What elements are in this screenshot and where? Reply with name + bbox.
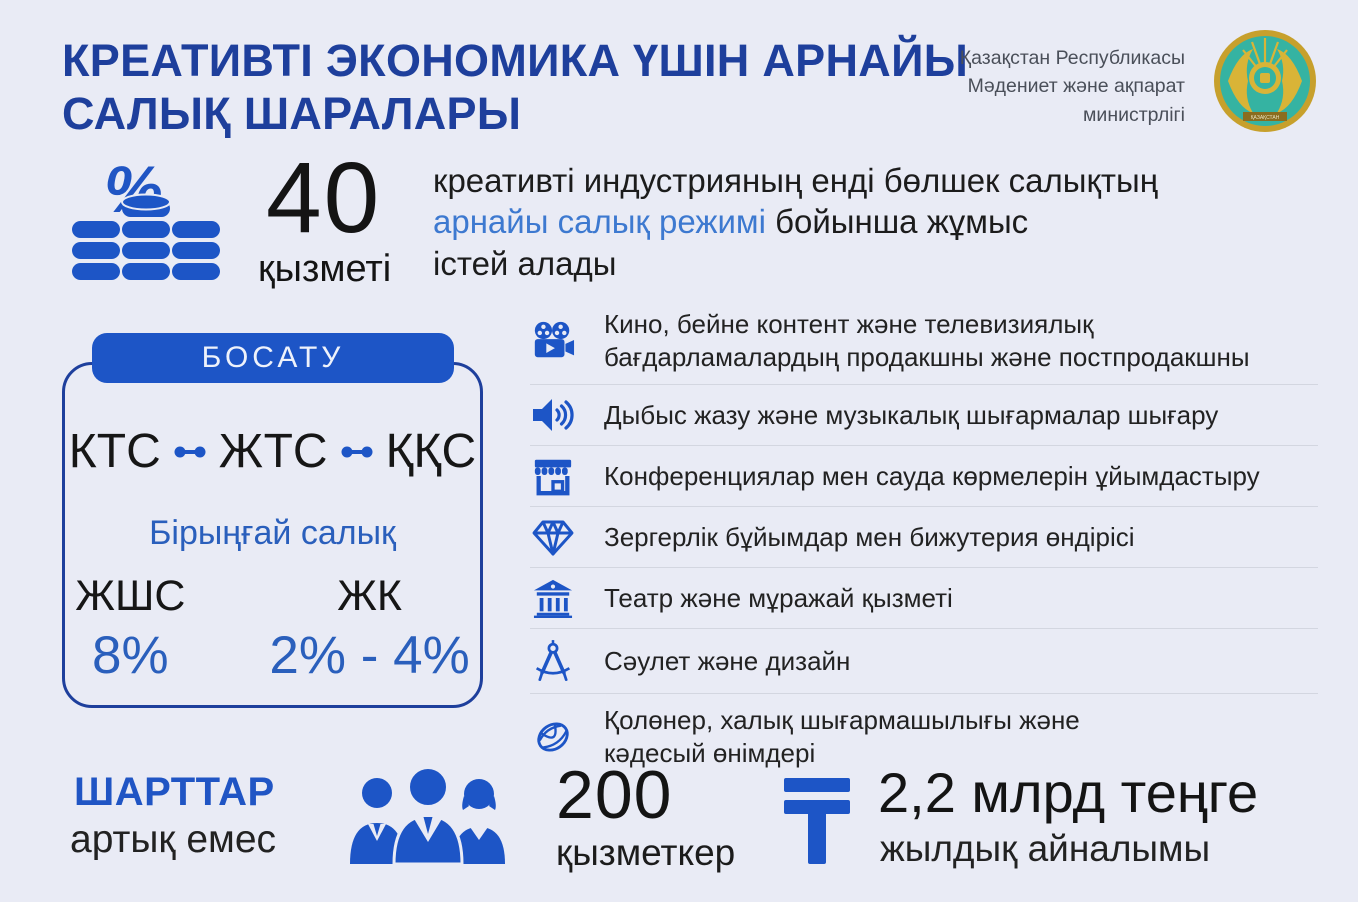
speaker-icon: [530, 395, 576, 435]
activities-list: Кино, бейне контент және телевизиялық ба…: [530, 298, 1318, 780]
rate-column-ie: ЖК 2% - 4%: [269, 572, 469, 686]
turnover-value: 2,2 млрд теңге: [878, 761, 1259, 824]
stat-description-line3: істей алады: [433, 244, 617, 282]
activity-text: Дыбыс жазу және музыкалық шығармалар шығ…: [604, 399, 1219, 430]
link-dots-icon: [174, 446, 206, 457]
page-title-line2: САЛЫҚ ШАРАЛАРЫ: [62, 88, 522, 140]
rate-column-llp: ЖШС 8%: [75, 572, 185, 686]
movie-camera-icon: [530, 320, 576, 362]
tenge-icon: [784, 778, 850, 864]
link-dots-icon: [341, 446, 373, 457]
museum-icon: [530, 578, 576, 619]
activity-text: Сәулет және дизайн: [604, 645, 851, 676]
ministry-info: Қазақстан Республикасы Мәдениет және ақп…: [960, 44, 1185, 129]
activity-row: Зергерлік бұйымдар мен бижутерия өндіріс…: [530, 507, 1318, 569]
stat-description-line2: арнайы салық режимі бойынша жұмыс: [433, 201, 1273, 242]
activity-row: Қолөнер, халық шығармашылығы және кәдесы…: [530, 694, 1318, 780]
rate-llp-value: 8%: [92, 626, 169, 685]
ministry-line1: Қазақстан Республикасы: [959, 47, 1185, 69]
tax-kks: ҚҚС: [385, 425, 477, 478]
rate-ie-value: 2% - 4%: [269, 626, 470, 685]
svg-text:ҚАЗАҚСТАН: ҚАЗАҚСТАН: [1251, 115, 1280, 121]
activity-text: Театр және мұражай қызметі: [604, 582, 953, 613]
activity-row: Конференциялар мен сауда көрмелерін ұйым…: [530, 446, 1318, 508]
activity-text: Кино, бейне контент және телевизиялық ба…: [604, 309, 1250, 373]
compass-icon: [530, 639, 576, 683]
stat-description-line1: креативті индустрияның енді бөлшек салық…: [433, 162, 1158, 199]
turnover-label: жылдық айналымы: [880, 828, 1211, 869]
tax-kts: КТС: [68, 425, 161, 478]
activity-text: Зергерлік бұйымдар мен бижутерия өндіріс…: [604, 521, 1135, 552]
exempted-taxes-row: КТС ЖТС ҚҚС: [62, 424, 483, 479]
activities-count: 40: [266, 142, 382, 254]
activity-text: Қолөнер, халық шығармашылығы және кәдесы…: [604, 705, 1080, 769]
page-title-line1: КРЕАТИВТІ ЭКОНОМИКА ҮШІН АРНАЙЫ: [62, 35, 969, 86]
exemption-header-badge: БОСАТУ: [92, 333, 454, 383]
special-tax-regime-highlight: арнайы салық режимі: [433, 203, 766, 241]
stat-description-line2-rest: бойынша жұмыс: [765, 203, 1029, 241]
storefront-icon: [530, 456, 576, 496]
page-title: КРЕАТИВТІ ЭКОНОМИКА ҮШІН АРНАЙЫ САЛЫҚ ША…: [62, 34, 968, 140]
ministry-line3: министрлігі: [1083, 103, 1185, 126]
employees-label: қызметкер: [556, 832, 736, 873]
employees-number: 200: [556, 757, 673, 833]
employees-icon: [350, 766, 505, 864]
kazakhstan-emblem-icon: ҚАЗАҚСТАН: [1214, 30, 1316, 132]
activity-row: Сәулет және дизайн: [530, 629, 1318, 695]
activity-text: Конференциялар мен сауда көрмелерін ұйым…: [604, 460, 1260, 491]
percent-coins-icon: %: [72, 154, 220, 280]
diamond-icon: [530, 517, 576, 557]
activity-row: Кино, бейне контент және телевизиялық ба…: [530, 298, 1318, 386]
tax-zhts: ЖТС: [218, 425, 328, 478]
activity-row: Дыбыс жазу және музыкалық шығармалар шығ…: [530, 385, 1318, 447]
single-tax-label: Бірыңғай салық: [149, 514, 396, 552]
tax-rates-row: ЖШС 8% ЖК 2% - 4%: [62, 572, 483, 686]
ministry-line2: Мәдениет және ақпарат: [967, 75, 1185, 98]
entity-ie-label: ЖК: [337, 572, 402, 620]
yarn-icon: [530, 716, 576, 758]
conditions-title: ШАРТТАР: [74, 770, 275, 814]
activity-row: Театр және мұражай қызметі: [530, 568, 1318, 630]
stat-description: креативті индустрияның енді бөлшек салық…: [433, 160, 1273, 284]
entity-llp-label: ЖШС: [75, 572, 186, 620]
activities-count-label: қызметі: [258, 248, 392, 290]
conditions-subtitle: артық емес: [70, 818, 277, 861]
